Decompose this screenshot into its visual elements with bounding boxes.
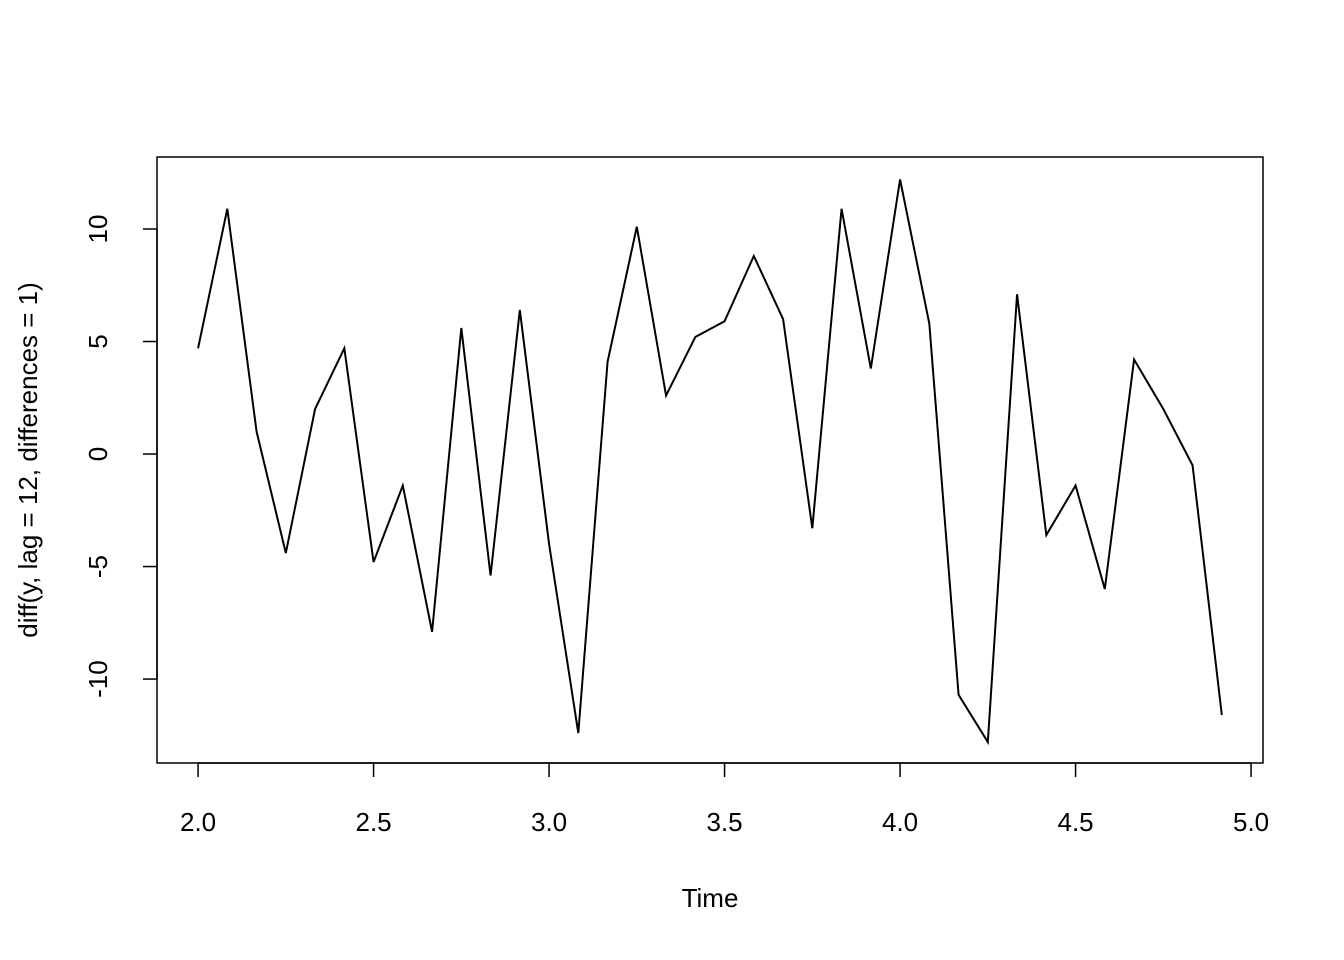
plot-box [156,156,1264,764]
x-tick-label: 3.0 [531,807,567,837]
y-tick-label: 10 [83,215,113,244]
x-tick-label: 2.0 [180,807,216,837]
x-tick-label: 3.5 [706,807,742,837]
y-axis-title: diff(y, lag = 12, differences = 1) [13,282,43,638]
x-tick-label: 2.5 [355,807,391,837]
y-tick-label: -5 [83,555,113,578]
x-tick-label: 4.5 [1057,807,1093,837]
y-tick-label: 0 [83,447,113,461]
x-tick-label: 5.0 [1233,807,1269,837]
x-tick-label: 4.0 [882,807,918,837]
y-tick-label: -10 [83,660,113,698]
x-axis-title: Time [682,883,739,913]
data-line [197,179,1223,746]
y-tick-label: 5 [83,334,113,348]
